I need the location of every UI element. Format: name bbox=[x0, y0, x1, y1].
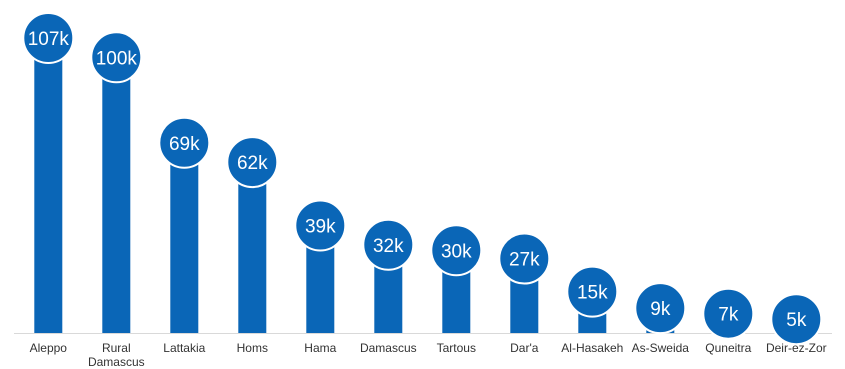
bar bbox=[238, 162, 267, 333]
category-label: As-Sweida bbox=[632, 341, 690, 355]
bar bbox=[170, 142, 199, 333]
data-label: 107k bbox=[28, 29, 70, 50]
bubbles-group: 107k 100k 69k 62k 39k 32k 30k 27k 15k 9k 7k 5k bbox=[22, 12, 823, 346]
value-bubble bbox=[90, 31, 143, 84]
bars-group bbox=[34, 38, 811, 333]
bar bbox=[102, 57, 131, 333]
value-bubble bbox=[226, 136, 279, 189]
category-label: Homs bbox=[237, 341, 268, 355]
category-label: Rural Damascus bbox=[88, 341, 145, 369]
category-label: Tartous bbox=[437, 341, 476, 355]
data-label: 9k bbox=[650, 299, 671, 320]
value-bubble bbox=[430, 224, 483, 277]
data-label: 7k bbox=[718, 305, 739, 326]
data-label: 30k bbox=[441, 241, 472, 262]
value-bubble bbox=[770, 293, 823, 346]
category-label: Hama bbox=[304, 341, 336, 355]
category-label: Damascus bbox=[360, 341, 417, 355]
category-label: Aleppo bbox=[30, 341, 68, 355]
data-label: 69k bbox=[169, 134, 200, 155]
value-bubble bbox=[362, 218, 415, 271]
category-label: Lattakia bbox=[163, 341, 205, 355]
value-bubble bbox=[702, 287, 755, 340]
category-label: Quneitra bbox=[705, 341, 751, 355]
value-bubble bbox=[22, 12, 75, 64]
value-bubble bbox=[634, 282, 687, 335]
data-label: 39k bbox=[305, 216, 336, 237]
value-bubble bbox=[566, 265, 619, 318]
value-bubble bbox=[158, 116, 211, 169]
category-label: Al-Hasakeh bbox=[561, 341, 623, 355]
data-label: 32k bbox=[373, 236, 404, 257]
value-bubble bbox=[498, 232, 551, 285]
category-label: Dar'a bbox=[510, 341, 539, 355]
category-label: Deir-ez-Zor bbox=[766, 341, 827, 355]
bar bbox=[34, 38, 63, 333]
value-bubble bbox=[294, 199, 347, 252]
data-label: 27k bbox=[509, 250, 540, 271]
data-label: 5k bbox=[786, 310, 807, 331]
category-labels-group: Aleppo Rural Damascus Lattakia Homs Hama Damas… bbox=[30, 341, 827, 369]
data-label: 62k bbox=[237, 153, 268, 174]
data-label: 100k bbox=[96, 48, 138, 69]
data-label: 15k bbox=[577, 283, 608, 304]
